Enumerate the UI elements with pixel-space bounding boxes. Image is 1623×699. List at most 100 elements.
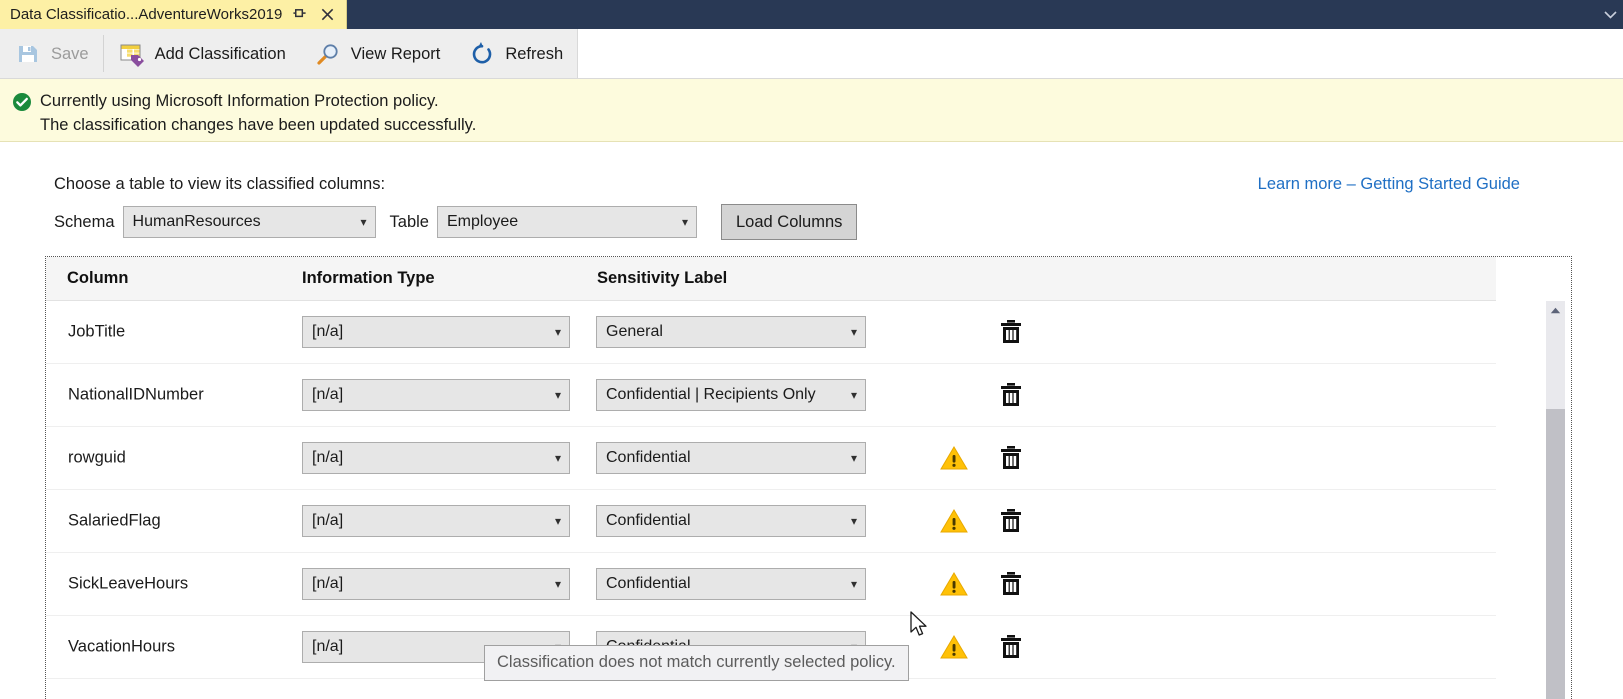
chevron-down-icon[interactable]	[1597, 0, 1623, 29]
close-icon[interactable]	[316, 4, 338, 26]
sensitivity-label-select[interactable]: General ▾	[596, 316, 866, 348]
chevron-down-icon: ▾	[554, 514, 561, 528]
refresh-label: Refresh	[505, 44, 564, 63]
table-row: NationalIDNumber [n/a] ▾ Confidential | Rec…	[46, 364, 1496, 427]
load-columns-button[interactable]: Load Columns	[720, 204, 858, 240]
main-content: Choose a table to view its classified co…	[0, 143, 1623, 699]
grid-inner: Column Information Type Sensitivity Labe…	[46, 257, 1571, 699]
information-type-value: [n/a]	[312, 386, 344, 403]
learn-more-link[interactable]: Learn more – Getting Started Guide	[1257, 175, 1520, 193]
information-type-select[interactable]: [n/a] ▾	[302, 442, 570, 474]
warning-triangle-icon[interactable]	[939, 507, 969, 535]
schema-select[interactable]: HumanResources ▾	[122, 206, 376, 238]
chevron-down-icon: ▾	[554, 577, 561, 591]
title-bar-spacer	[347, 0, 1597, 29]
toolbar-divider	[102, 35, 104, 72]
grid-header-sensitivity-label: Sensitivity Label	[597, 269, 728, 287]
table-tag-icon	[118, 40, 146, 68]
success-check-icon	[12, 92, 32, 112]
document-tab[interactable]: Data Classificatio...AdventureWorks2019	[0, 0, 348, 29]
chevron-down-icon: ▾	[850, 514, 857, 528]
save-floppy-icon	[14, 40, 42, 68]
warning-triangle-icon[interactable]	[939, 444, 969, 472]
warning-tooltip: Classification does not match currently …	[484, 645, 909, 681]
status-banner-line-2: The classification changes have been upd…	[40, 116, 477, 134]
title-bar: Data Classificatio...AdventureWorks2019	[0, 0, 1623, 29]
sensitivity-label-select[interactable]: Confidential ▾	[596, 505, 866, 537]
grid-rows: JobTitle [n/a] ▾ General ▾ NationalIDNumber [n…	[46, 301, 1496, 679]
information-type-value: [n/a]	[312, 638, 344, 655]
trash-icon[interactable]	[998, 444, 1024, 472]
trash-icon[interactable]	[998, 381, 1024, 409]
chevron-down-icon: ▾	[360, 215, 367, 229]
warning-triangle-icon[interactable]	[939, 633, 969, 661]
sensitivity-label-value: General	[606, 323, 663, 340]
table-selector-row: Schema HumanResources ▾ Table Employee ▾…	[54, 204, 858, 240]
information-type-value: [n/a]	[312, 449, 344, 466]
chevron-down-icon: ▾	[850, 451, 857, 465]
grid-header-column: Column	[67, 269, 129, 287]
column-name-cell: JobTitle	[68, 322, 126, 341]
sensitivity-label-value: Confidential	[606, 449, 691, 466]
view-report-label: View Report	[350, 44, 441, 63]
scrollbar-thumb[interactable]	[1546, 409, 1565, 699]
save-button[interactable]: Save	[0, 29, 103, 79]
trash-icon[interactable]	[998, 318, 1024, 346]
table-row: JobTitle [n/a] ▾ General ▾	[46, 301, 1496, 364]
column-name-cell: SalariedFlag	[68, 511, 161, 530]
warning-triangle-icon[interactable]	[939, 570, 969, 598]
magnifier-icon	[314, 40, 342, 68]
scroll-up-arrow-icon[interactable]	[1546, 301, 1565, 319]
sensitivity-label-select[interactable]: Confidential | Recipients Only ▾	[596, 379, 866, 411]
schema-label: Schema	[54, 212, 115, 231]
sensitivity-label-select[interactable]: Confidential ▾	[596, 568, 866, 600]
information-type-value: [n/a]	[312, 575, 344, 592]
table-select[interactable]: Employee ▾	[436, 206, 697, 238]
sensitivity-label-value: Confidential	[606, 512, 691, 529]
chevron-down-icon: ▾	[850, 388, 857, 402]
grid-vertical-scrollbar[interactable]	[1546, 301, 1565, 699]
toolbar-empty-area	[577, 29, 1623, 78]
trash-icon[interactable]	[998, 507, 1024, 535]
document-tab-title: Data Classificatio...AdventureWorks2019	[10, 6, 283, 23]
pin-icon[interactable]	[288, 4, 310, 26]
chevron-down-icon: ▾	[554, 451, 561, 465]
trash-icon[interactable]	[998, 633, 1024, 661]
table-row: rowguid [n/a] ▾ Confidential ▾	[46, 427, 1496, 490]
table-row: SickLeaveHours [n/a] ▾ Confidential ▾	[46, 553, 1496, 616]
refresh-circular-arrow-icon	[468, 40, 496, 68]
table-select-value: Employee	[446, 213, 519, 230]
refresh-button[interactable]: Refresh	[454, 29, 577, 79]
information-type-select[interactable]: [n/a] ▾	[302, 568, 570, 600]
information-type-select[interactable]: [n/a] ▾	[302, 505, 570, 537]
add-classification-button[interactable]: Add Classification	[104, 29, 300, 79]
sensitivity-label-select[interactable]: Confidential ▾	[596, 442, 866, 474]
chevron-down-icon: ▾	[681, 215, 688, 229]
column-name-cell: VacationHours	[68, 637, 176, 656]
chevron-down-icon: ▾	[554, 388, 561, 402]
trash-icon[interactable]	[998, 570, 1024, 598]
information-type-select[interactable]: [n/a] ▾	[302, 316, 570, 348]
grid-header-row: Column Information Type Sensitivity Labe…	[46, 257, 1496, 301]
table-row: SalariedFlag [n/a] ▾ Confidential ▾	[46, 490, 1496, 553]
save-label: Save	[51, 44, 89, 63]
column-name-cell: NationalIDNumber	[68, 385, 204, 404]
status-banner-text: Currently using Microsoft Information Pr…	[40, 89, 476, 137]
table-label: Table	[389, 212, 429, 231]
column-name-cell: SickLeaveHours	[68, 574, 189, 593]
chevron-down-icon: ▾	[850, 325, 857, 339]
view-report-button[interactable]: View Report	[300, 29, 455, 79]
column-name-cell: rowguid	[68, 448, 126, 467]
information-type-value: [n/a]	[312, 512, 344, 529]
add-classification-label: Add Classification	[154, 44, 286, 63]
grid-header-information-type: Information Type	[302, 269, 435, 287]
status-banner-line-1: Currently using Microsoft Information Pr…	[40, 92, 439, 110]
toolbar: Save Add Classification	[0, 29, 1623, 79]
chevron-down-icon: ▾	[554, 325, 561, 339]
sensitivity-label-value: Confidential	[606, 575, 691, 592]
information-type-select[interactable]: [n/a] ▾	[302, 379, 570, 411]
chevron-down-icon: ▾	[850, 577, 857, 591]
information-type-value: [n/a]	[312, 323, 344, 340]
schema-select-value: HumanResources	[132, 213, 261, 230]
